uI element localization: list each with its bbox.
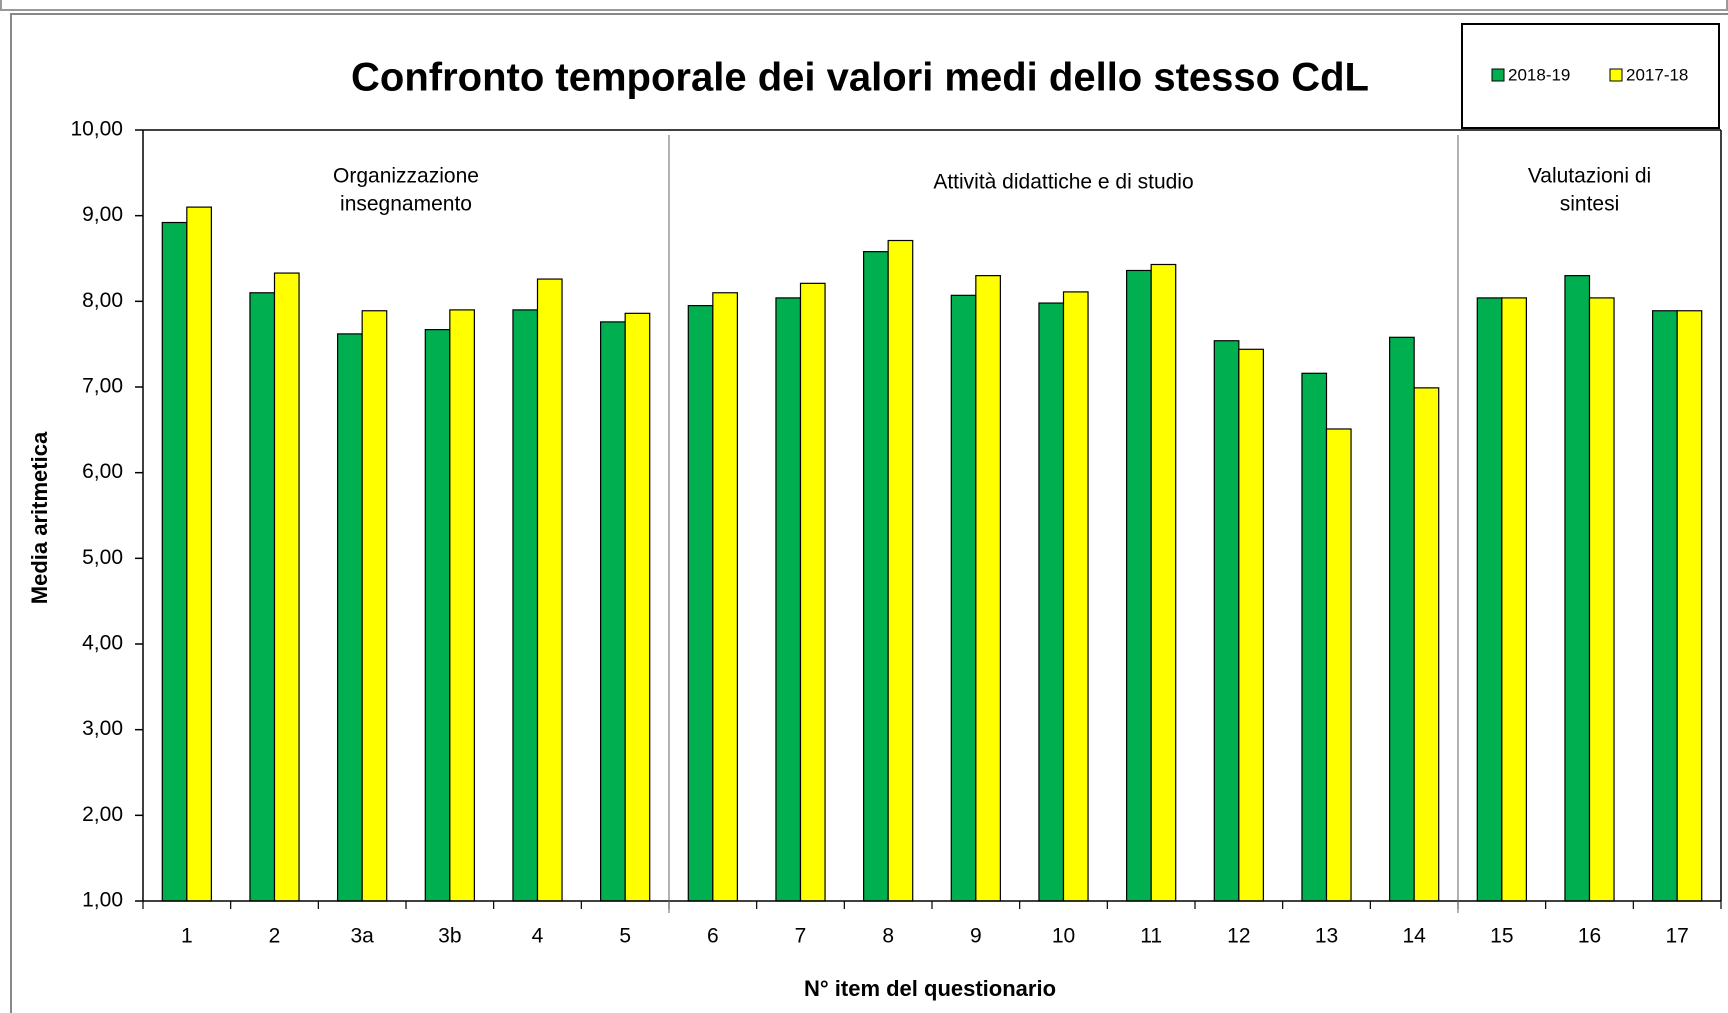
group-label: insegnamento: [340, 193, 472, 216]
bar: [799, 282, 826, 902]
bar: [273, 272, 300, 902]
bar: [1126, 269, 1152, 902]
bar: [361, 310, 388, 902]
bar: [1501, 297, 1527, 902]
group-label: Valutazioni di: [1528, 165, 1651, 188]
bar: [161, 221, 188, 902]
y-tick-label: 9,00: [82, 203, 123, 226]
group-label: sintesi: [1560, 193, 1620, 216]
bar: [249, 292, 276, 902]
bar: [1238, 348, 1264, 902]
y-tick-label: 8,00: [82, 289, 123, 312]
bar: [536, 278, 563, 902]
legend-label: 2018-19: [1508, 65, 1570, 84]
group-label: Attività didattiche e di studio: [933, 171, 1193, 194]
bar: [624, 312, 651, 902]
x-tick-label: 5: [619, 925, 631, 948]
bar: [1588, 297, 1615, 902]
x-tick-label: 6: [707, 925, 719, 948]
x-tick-label: 14: [1402, 925, 1426, 948]
legend-label: 2017-18: [1626, 65, 1688, 84]
legend-swatch: [1609, 68, 1623, 82]
bar: [1325, 428, 1352, 902]
y-tick-label: 3,00: [82, 717, 123, 740]
y-axis-label: Media aritmetica: [27, 431, 52, 604]
x-tick-label: 1: [181, 925, 193, 948]
y-tick-label: 6,00: [82, 460, 123, 483]
y-tick-label: 4,00: [82, 632, 123, 655]
bar: [887, 239, 914, 902]
bar: [1038, 302, 1065, 902]
x-tick-label: 15: [1490, 925, 1513, 948]
x-tick-label: 3b: [438, 925, 461, 948]
legend-swatch: [1491, 68, 1505, 82]
bar: [600, 321, 626, 902]
bar: [1062, 291, 1089, 902]
y-tick-label: 5,00: [82, 546, 123, 569]
legend-box: [1461, 23, 1720, 129]
window-frame: [0, 0, 1728, 11]
bar: [1213, 340, 1240, 902]
chart-title: Confronto temporale dei valori medi dell…: [351, 56, 1369, 100]
group-label: Organizzazione: [333, 165, 479, 188]
x-tick-label: 8: [882, 925, 894, 948]
chart-frame: [10, 13, 1728, 1013]
bar: [863, 251, 889, 902]
bar: [1652, 310, 1678, 902]
x-tick-label: 17: [1665, 925, 1688, 948]
x-tick-label: 16: [1578, 925, 1601, 948]
bar: [1301, 372, 1328, 902]
y-tick-label: 1,00: [82, 889, 123, 912]
bar: [512, 309, 539, 902]
bar: [424, 329, 451, 902]
y-tick-label: 7,00: [82, 375, 123, 398]
x-tick-label: 2: [269, 925, 281, 948]
bar: [1150, 263, 1177, 902]
x-tick-label: 11: [1140, 925, 1162, 948]
x-axis-label: N° item del questionario: [804, 976, 1056, 1001]
x-tick-label: 4: [532, 925, 544, 948]
bar: [1413, 387, 1440, 902]
x-tick-label: 13: [1315, 925, 1338, 948]
bar: [1389, 336, 1415, 902]
bar: [337, 333, 363, 902]
bar: [712, 292, 738, 902]
y-tick-label: 10,00: [70, 118, 123, 141]
bar: [1476, 297, 1503, 902]
x-tick-label: 12: [1227, 925, 1250, 948]
x-tick-label: 7: [795, 925, 807, 948]
bar: [975, 275, 1001, 902]
bar: [449, 309, 475, 902]
bar: [1676, 310, 1703, 902]
bar: [186, 206, 212, 902]
bar: [1564, 275, 1591, 902]
x-tick-label: 9: [970, 925, 982, 948]
x-tick-label: 3a: [350, 925, 374, 948]
bar: [950, 294, 977, 902]
y-tick-label: 2,00: [82, 803, 123, 826]
bar: [687, 305, 714, 902]
bar: [775, 297, 802, 902]
x-tick-label: 10: [1052, 925, 1075, 948]
